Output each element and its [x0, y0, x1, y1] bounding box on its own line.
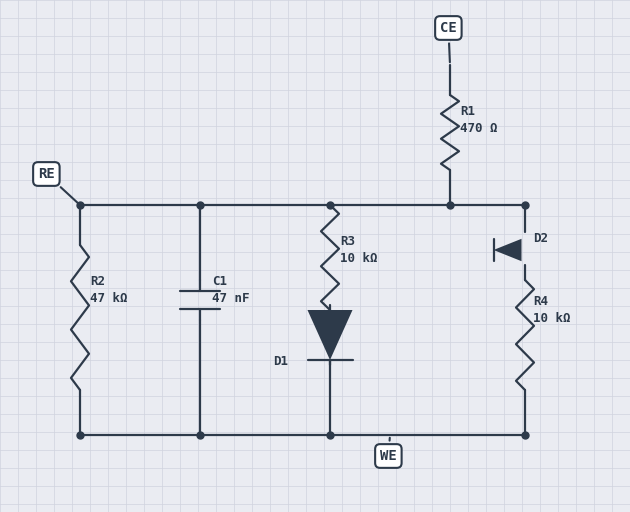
Polygon shape — [493, 239, 522, 261]
Text: CE: CE — [440, 21, 457, 62]
Text: R1
470 Ω: R1 470 Ω — [460, 105, 498, 135]
Text: R3
10 kΩ: R3 10 kΩ — [340, 235, 377, 265]
Text: D2: D2 — [533, 231, 548, 245]
Text: C1
47 nF: C1 47 nF — [212, 275, 249, 305]
Text: WE: WE — [380, 438, 397, 463]
Text: RE: RE — [38, 167, 78, 203]
Text: R4
10 kΩ: R4 10 kΩ — [533, 295, 571, 325]
Polygon shape — [307, 310, 353, 360]
Text: D1: D1 — [273, 355, 288, 368]
Text: R2
47 kΩ: R2 47 kΩ — [90, 275, 127, 305]
